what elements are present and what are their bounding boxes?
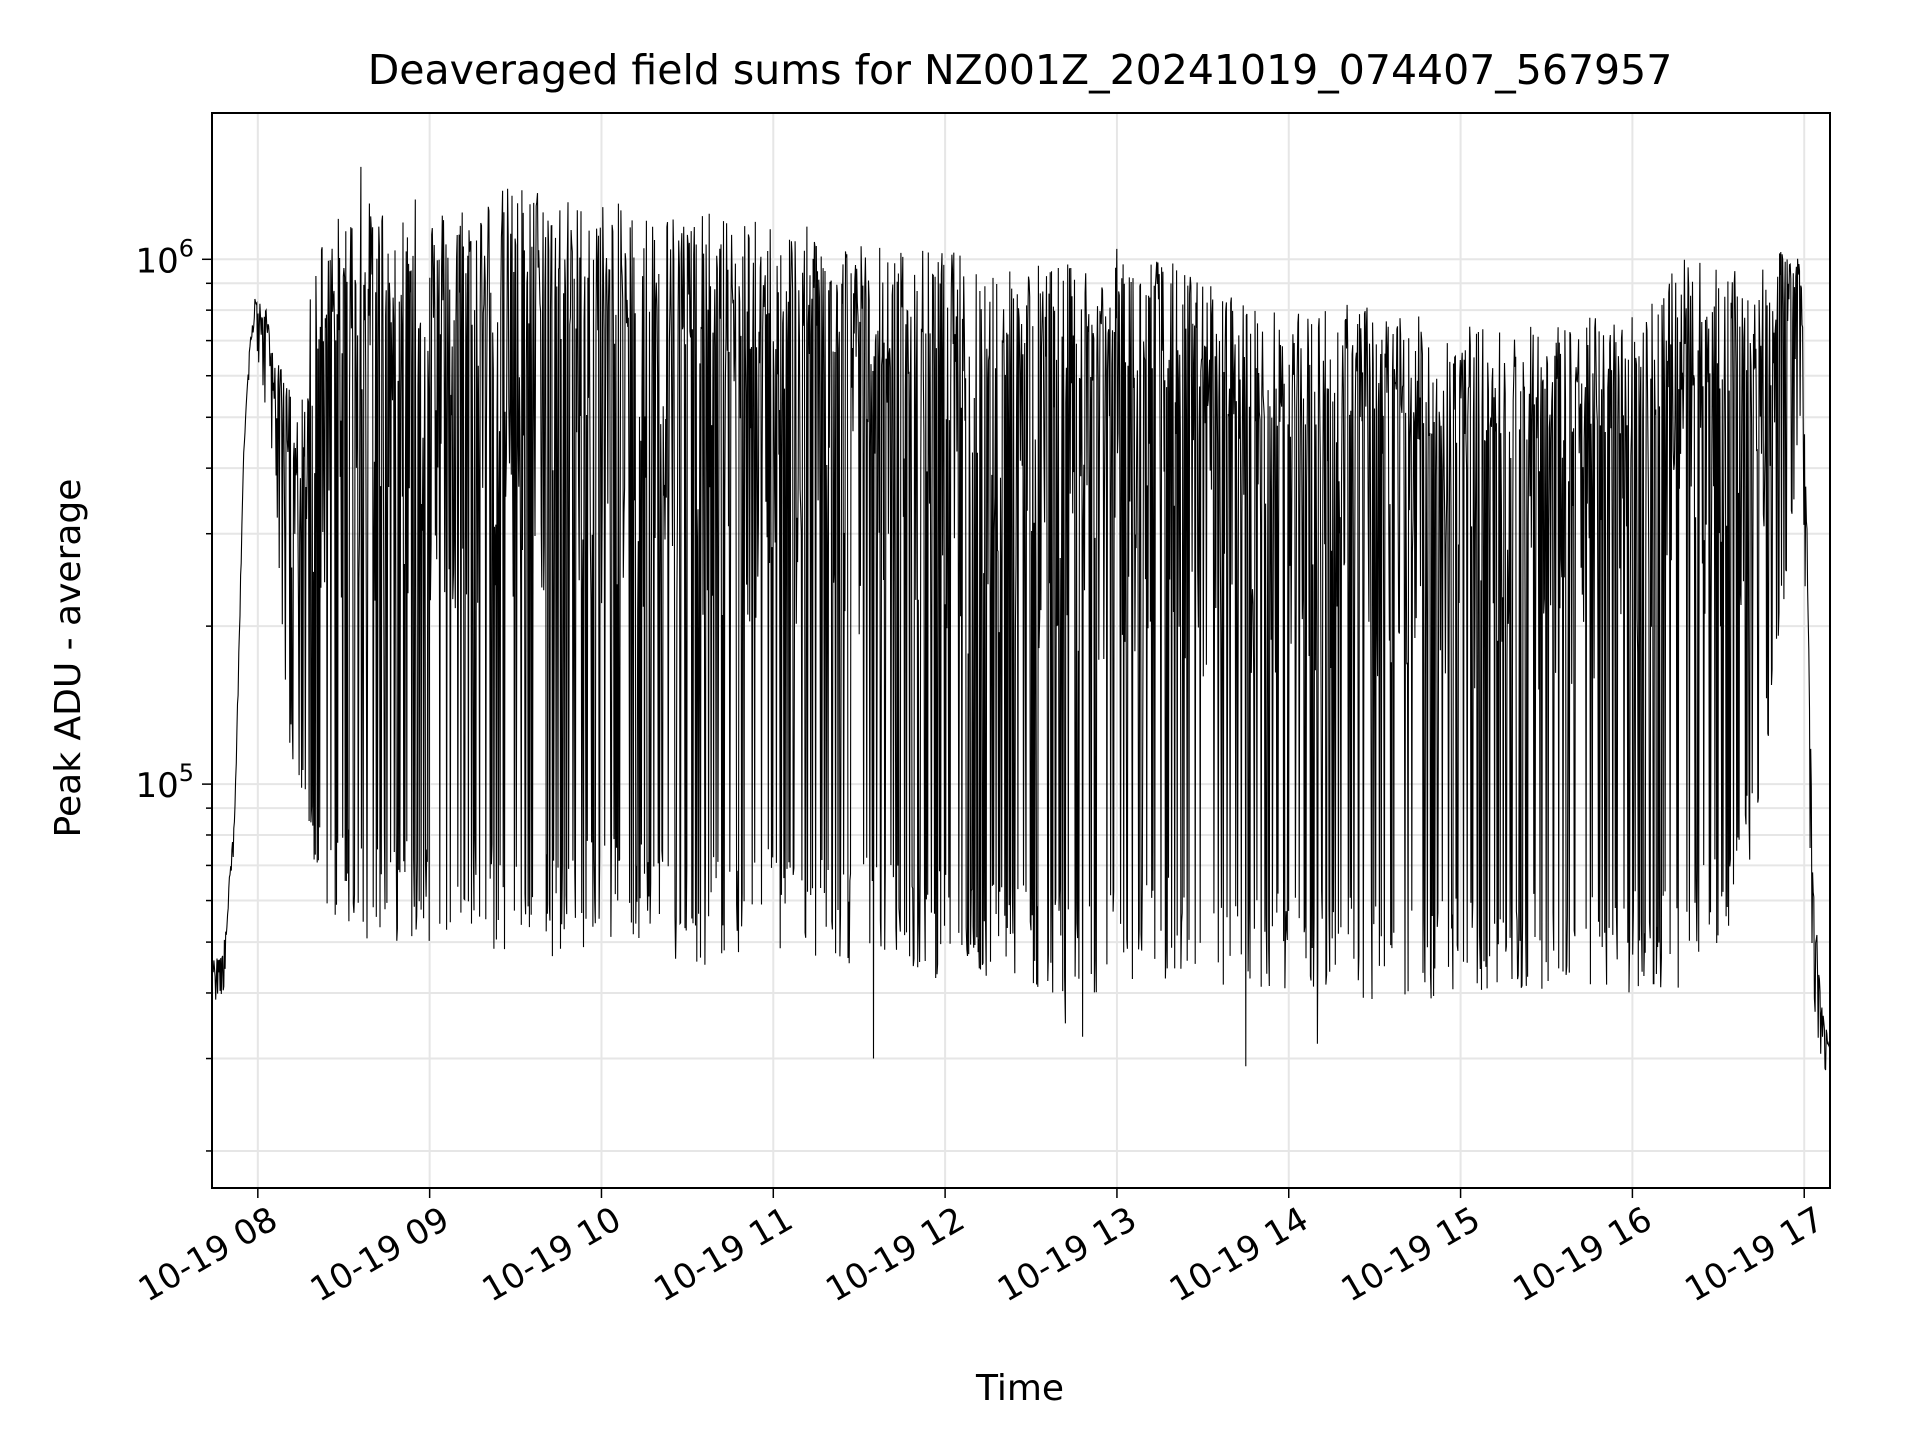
data-series-line <box>212 166 1830 1071</box>
chart-title: Deaveraged field sums for NZ001Z_2024101… <box>368 46 1673 94</box>
data-layer <box>212 166 1830 1071</box>
x-axis-label: Time <box>975 1368 1064 1409</box>
plot-frame <box>211 112 1831 1189</box>
y-tick-label: 106 <box>135 234 194 281</box>
y-axis-label: Peak ADU - average <box>48 479 89 838</box>
y-tick-label: 105 <box>135 759 194 806</box>
